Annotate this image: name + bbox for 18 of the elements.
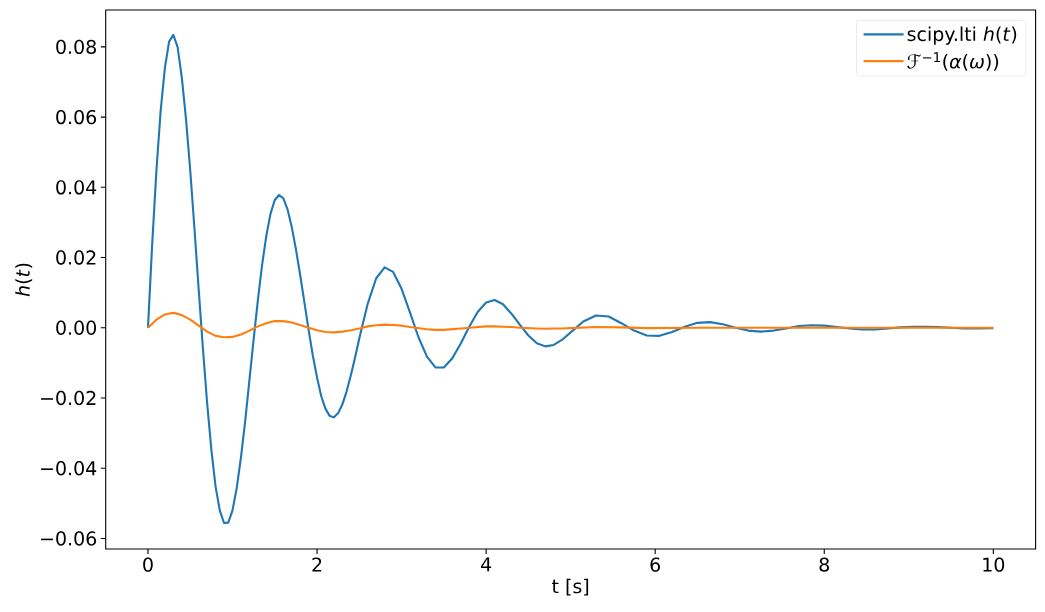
x-tick-label: 2 [312,557,322,572]
y-tick-label: 0.06 [56,109,97,125]
legend-label: ℱ$^{−1}$(α(ω)) [907,52,999,71]
y-tick-label: 0.02 [56,250,96,265]
x-tick-label: 6 [650,557,661,572]
y-tick-label: −0.04 [41,461,97,476]
y-tick-label: −0.06 [41,531,97,546]
legend-label: scipy.lti h(t) [907,26,1017,45]
x-tick-label: 10 [983,557,1005,572]
y-tick-label: −0.02 [41,390,96,406]
x-tick-label: 0 [143,557,153,572]
x-tick-label: 8 [819,557,830,572]
y-tick-label: 0.00 [56,320,96,335]
x-axis-title: t [s] [552,578,589,596]
x-tick-label: 4 [481,557,492,572]
y-axis-title: h(t) [15,263,33,297]
y-tick-label: 0.08 [56,39,96,55]
y-tick-label: 0.04 [56,180,97,195]
